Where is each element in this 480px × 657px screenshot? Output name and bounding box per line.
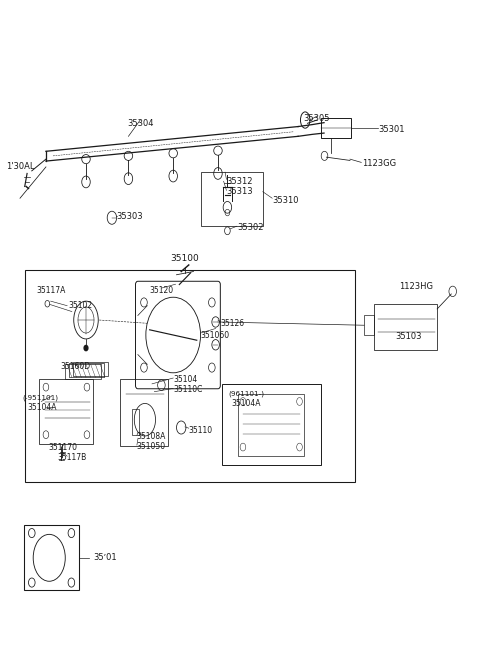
Text: 35104: 35104 xyxy=(173,375,197,384)
Bar xyxy=(132,409,139,436)
Text: 35100: 35100 xyxy=(170,254,199,263)
Text: 35117B: 35117B xyxy=(58,453,87,462)
Text: 1123GG: 1123GG xyxy=(362,159,396,168)
Bar xyxy=(69,363,104,377)
Text: 351050: 351050 xyxy=(137,442,166,451)
Text: 35313: 35313 xyxy=(227,187,253,196)
Text: 35ʼ01: 35ʼ01 xyxy=(93,553,117,562)
Text: 35304: 35304 xyxy=(127,119,154,128)
Text: 35110: 35110 xyxy=(189,426,213,435)
Text: 1'30AL: 1'30AL xyxy=(6,162,34,171)
Text: 35104A: 35104A xyxy=(28,403,58,413)
Text: 35301: 35301 xyxy=(378,125,405,134)
Bar xyxy=(321,118,351,137)
Text: (-951101): (-951101) xyxy=(22,395,58,401)
Bar xyxy=(24,525,79,591)
Text: 35104A: 35104A xyxy=(231,399,261,408)
Bar xyxy=(238,394,304,455)
Bar xyxy=(25,270,355,482)
Text: 35312: 35312 xyxy=(227,177,253,186)
Text: 1123HG: 1123HG xyxy=(399,282,433,290)
Text: 35110C: 35110C xyxy=(173,385,203,394)
Text: 35117A: 35117A xyxy=(36,286,65,295)
Circle shape xyxy=(84,346,88,351)
Bar xyxy=(65,365,101,378)
Text: 35310: 35310 xyxy=(272,196,299,205)
Text: 35102: 35102 xyxy=(68,300,93,309)
Bar xyxy=(73,362,108,376)
Bar xyxy=(222,384,321,465)
Text: 351060: 351060 xyxy=(201,330,229,340)
Text: 35303: 35303 xyxy=(117,212,143,221)
Bar xyxy=(373,304,437,350)
Text: 35302: 35302 xyxy=(237,223,264,232)
Text: (961101-): (961101-) xyxy=(228,390,264,397)
Bar xyxy=(120,379,168,445)
Bar xyxy=(364,315,374,335)
Text: 35305: 35305 xyxy=(304,114,330,124)
Text: 35160D: 35160D xyxy=(60,363,91,371)
Text: 35126: 35126 xyxy=(220,319,244,328)
Bar xyxy=(202,171,263,225)
Text: 35103: 35103 xyxy=(396,332,422,342)
Text: 351170: 351170 xyxy=(49,443,78,451)
Bar xyxy=(39,378,93,444)
Text: 35120: 35120 xyxy=(149,286,173,295)
Text: 35108A: 35108A xyxy=(137,432,166,441)
